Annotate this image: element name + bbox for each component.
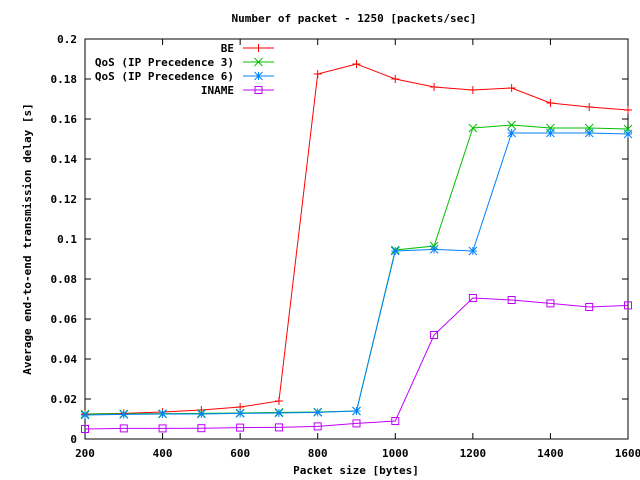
x-tick-label: 1000 [382,447,409,460]
x-tick-label: 800 [308,447,328,460]
y-tick-label: 0.18 [51,73,78,86]
x-tick-label: 1200 [460,447,487,460]
legend-marker [254,71,263,81]
plot-frame [84,38,629,440]
y-tick-label: 0.14 [51,153,78,166]
data-point [507,84,516,92]
series-line-0 [84,63,629,415]
legend-marker [254,44,263,52]
data-point [274,408,284,418]
data-point [624,301,632,310]
x-tick-label: 200 [75,447,95,460]
legend-marker [254,57,263,67]
x-tick-label: 400 [153,447,173,460]
data-point [391,75,400,83]
y-tick-label: 0.1 [57,233,77,246]
series-line-3 [84,297,629,430]
data-point [507,128,516,138]
data-point [352,60,361,68]
data-point [119,424,128,433]
data-point [468,294,477,302]
legend-label: QoS (IP Precedence 6) [95,70,234,83]
data-point [390,246,400,256]
data-point [158,409,167,419]
data-point [468,86,477,94]
data-point [274,397,283,405]
data-point [274,423,283,432]
data-point [197,424,206,433]
data-point [624,106,632,114]
data-point [584,128,594,138]
data-point [468,123,478,133]
data-point [352,406,361,416]
data-point [197,409,206,419]
data-point [585,303,594,311]
chart-title: Number of packet - 1250 [packets/sec] [231,12,476,25]
series-line-2 [84,132,629,416]
x-tick-label: 1600 [615,447,640,460]
legend-label: QoS (IP Precedence 3) [95,56,234,69]
data-point [468,246,478,256]
x-axis-label: Packet size [bytes] [293,464,419,477]
data-point [507,296,516,304]
data-point [430,83,439,91]
data-point [313,422,322,431]
data-point [352,419,361,428]
y-tick-label: 0.12 [51,193,78,206]
y-axis-label: Average end-to-end transmission delay [s… [21,103,34,375]
y-tick-label: 0.2 [57,33,77,46]
legend-label: INAME [201,84,234,97]
x-tick-label: 600 [230,447,250,460]
data-point [546,128,555,138]
x-tick-label: 1400 [537,447,564,460]
data-point [313,408,323,417]
data-point [546,99,555,107]
y-tick-label: 0.04 [51,353,78,366]
y-tick-label: 0.02 [51,393,78,406]
legend-marker [254,86,263,94]
y-tick-label: 0.16 [51,113,78,126]
data-point [81,425,89,433]
data-point [235,409,245,418]
data-point [430,331,439,339]
data-point [585,103,594,111]
data-point [313,70,322,78]
data-point [119,410,129,419]
y-tick-label: 0.06 [51,313,78,326]
data-point [80,410,90,420]
series-line-1 [84,124,629,415]
legend-label: BE [221,42,234,55]
data-point [546,299,555,308]
data-point [158,424,167,433]
data-point [391,417,400,425]
data-point [236,423,245,432]
y-tick-label: 0 [70,433,77,446]
data-point [623,129,633,139]
y-tick-label: 0.08 [51,273,78,286]
data-point [429,245,439,254]
data-point [507,120,516,130]
